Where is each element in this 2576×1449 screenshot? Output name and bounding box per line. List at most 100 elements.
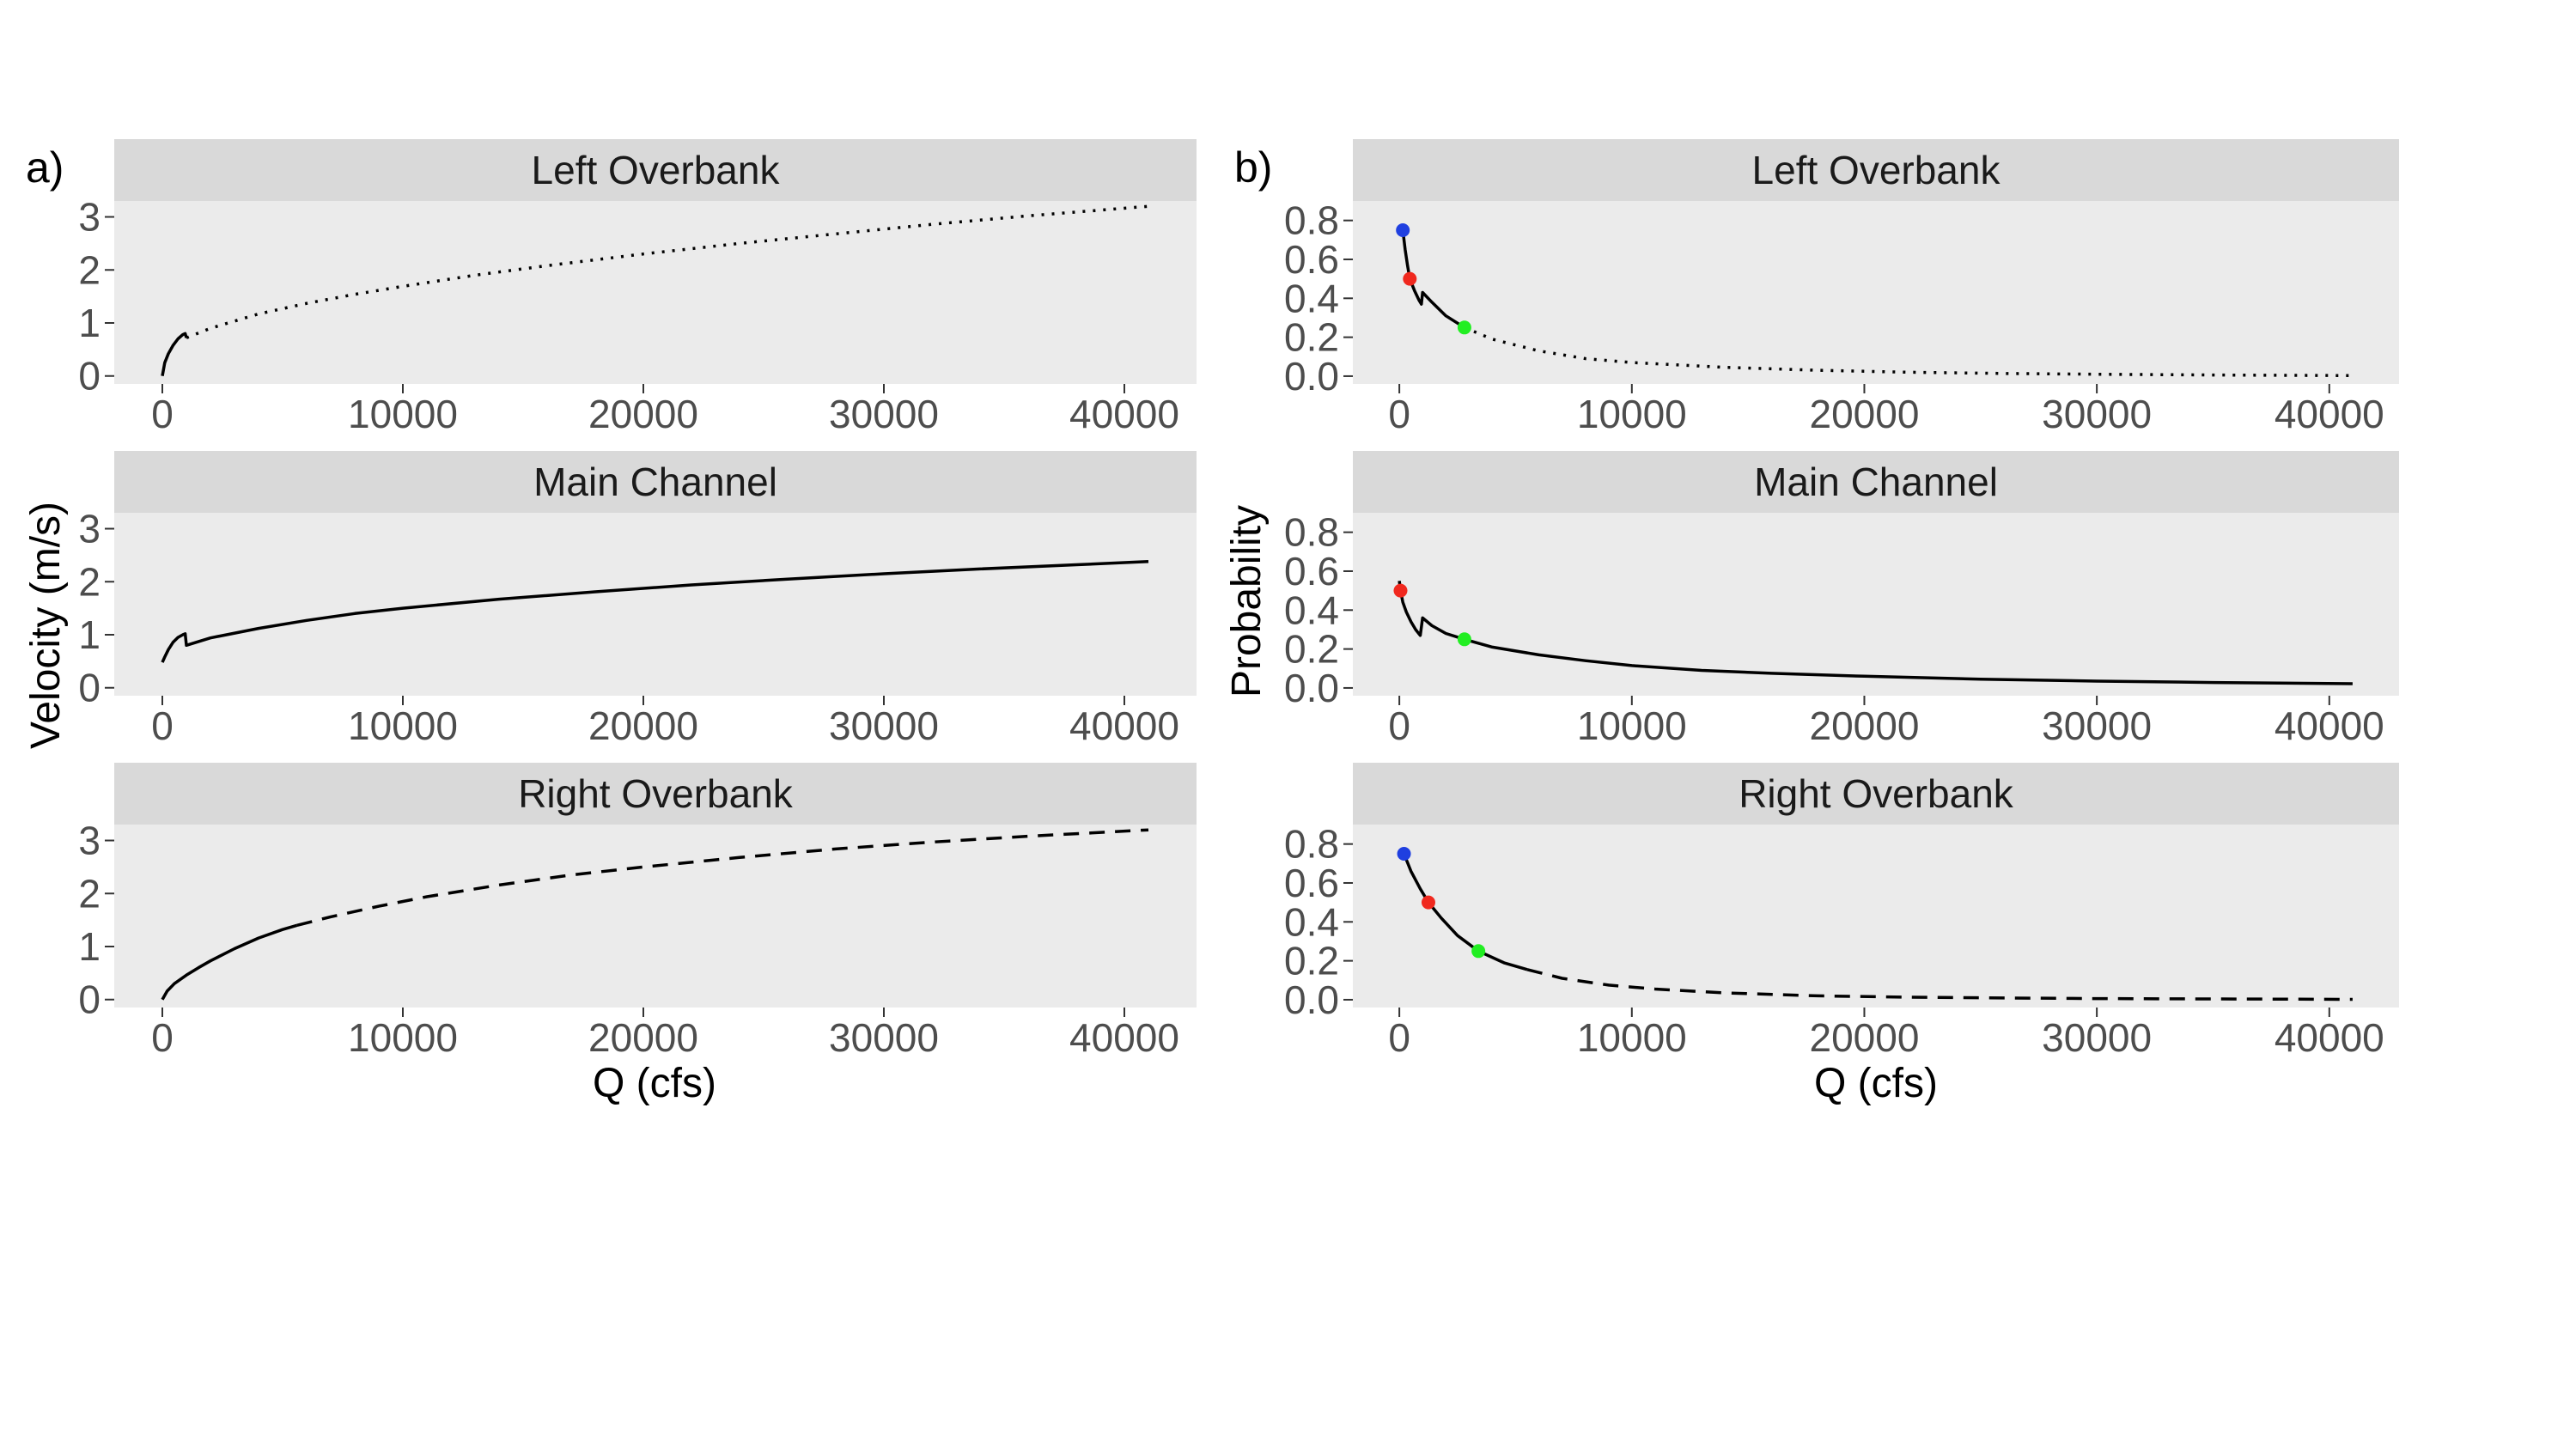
facet-panel: Left Overbank 0.00.20.40.60.8 0 10000 20000 3… bbox=[1284, 139, 2399, 436]
x-tick-label: 40000 bbox=[1069, 703, 1179, 748]
y-tick-label: 0.2 bbox=[1284, 315, 1339, 360]
y-tick-label: 0.2 bbox=[1284, 627, 1339, 672]
y-tick-label: 2 bbox=[78, 871, 100, 916]
plot-background bbox=[114, 201, 1197, 384]
x-tick-label: 0 bbox=[151, 703, 174, 748]
series-line-solid bbox=[161, 923, 298, 1001]
facet-panel: Left Overbank 0 1 2 3 0 10000 20000 30000 40000 bbox=[78, 139, 1197, 436]
x-tick-label: 30000 bbox=[829, 392, 939, 436]
y-tick-label: 1 bbox=[78, 301, 100, 345]
x-tick-label: 40000 bbox=[1069, 1015, 1179, 1060]
y-tick-label: 0 bbox=[78, 354, 100, 399]
highlight-point bbox=[1403, 271, 1417, 286]
facet-strip bbox=[114, 139, 1197, 201]
y-tick-label: 0.6 bbox=[1284, 237, 1339, 282]
y-tick-label: 0.0 bbox=[1284, 354, 1339, 399]
x-tick-label: 30000 bbox=[829, 703, 939, 748]
panel-tag-b: b) bbox=[1234, 143, 1272, 192]
y-tick-label: 0.8 bbox=[1284, 198, 1339, 243]
x-tick-label: 0 bbox=[151, 392, 174, 436]
facet-strip-label: Right Overbank bbox=[1739, 771, 2014, 816]
y-tick-label: 0.8 bbox=[1284, 510, 1339, 555]
x-tick-label: 30000 bbox=[2042, 1015, 2152, 1060]
x-tick-label: 10000 bbox=[1577, 1015, 1687, 1060]
right-x-axis-title: Q (cfs) bbox=[1814, 1061, 1938, 1106]
left-y-axis-title: Velocity (m/s) bbox=[23, 502, 69, 749]
facet-panel: Right Overbank 0 1 2 3 0 10000 20000 30000 40000 bbox=[78, 763, 1197, 1060]
highlight-point bbox=[1457, 320, 1471, 335]
left-x-axis-title: Q (cfs) bbox=[593, 1061, 716, 1106]
series-line-solid bbox=[1402, 853, 1528, 971]
highlight-point bbox=[1393, 583, 1408, 598]
plot-background bbox=[114, 513, 1197, 696]
highlight-point bbox=[1397, 846, 1411, 861]
x-tick-label: 40000 bbox=[2275, 1015, 2384, 1060]
series-line-dotted bbox=[186, 204, 1149, 339]
y-tick-label: 0.6 bbox=[1284, 861, 1339, 905]
plot-background bbox=[1353, 825, 2399, 1008]
facet-strip bbox=[1353, 139, 2399, 201]
facet-panel: Main Channel 0 1 2 3 0 10000 20000 30000 40000 bbox=[78, 451, 1197, 748]
x-tick-label: 30000 bbox=[829, 1015, 939, 1060]
facet-strip bbox=[1353, 763, 2399, 825]
y-tick-label: 2 bbox=[78, 559, 100, 604]
facet-strip-label: Right Overbank bbox=[518, 771, 794, 816]
panel-tag-a: a) bbox=[26, 143, 64, 192]
y-tick-label: 0.4 bbox=[1284, 276, 1339, 320]
y-tick-label: 0.8 bbox=[1284, 822, 1339, 867]
x-tick-label: 10000 bbox=[348, 392, 458, 436]
facet-strip-label: Left Overbank bbox=[532, 148, 781, 192]
x-tick-label: 40000 bbox=[2275, 392, 2384, 436]
x-tick-label: 30000 bbox=[2042, 392, 2152, 436]
x-tick-label: 10000 bbox=[1577, 703, 1687, 748]
right-y-axis-title: Probability bbox=[1224, 505, 1270, 697]
y-tick-label: 1 bbox=[78, 924, 100, 969]
plot-background bbox=[114, 825, 1197, 1008]
y-tick-label: 3 bbox=[78, 195, 100, 240]
x-tick-label: 0 bbox=[1388, 703, 1410, 748]
series-line-solid bbox=[1401, 229, 1465, 329]
y-tick-label: 0.0 bbox=[1284, 666, 1339, 710]
y-tick-label: 0.6 bbox=[1284, 549, 1339, 594]
x-tick-label: 0 bbox=[151, 1015, 174, 1060]
x-tick-label: 10000 bbox=[348, 1015, 458, 1060]
facet-strip-label: Left Overbank bbox=[1752, 148, 2001, 192]
x-tick-label: 0 bbox=[1388, 392, 1410, 436]
facet-strip-label: Main Channel bbox=[1754, 460, 1998, 504]
series-line-solid bbox=[1398, 581, 2353, 685]
y-tick-label: 0 bbox=[78, 666, 100, 710]
plot-background bbox=[1353, 201, 2399, 384]
y-tick-label: 0.0 bbox=[1284, 977, 1339, 1022]
highlight-point bbox=[1396, 222, 1410, 237]
y-tick-label: 1 bbox=[78, 612, 100, 657]
highlight-point bbox=[1457, 632, 1471, 647]
x-tick-label: 20000 bbox=[1810, 703, 1920, 748]
series-line-dashed bbox=[1526, 968, 2353, 1002]
series-line-dotted bbox=[1464, 326, 2353, 378]
x-tick-label: 20000 bbox=[588, 392, 698, 436]
y-tick-label: 0.4 bbox=[1284, 588, 1339, 632]
y-tick-label: 3 bbox=[78, 507, 100, 551]
facet-strip-label: Main Channel bbox=[533, 460, 777, 504]
highlight-point bbox=[1421, 895, 1435, 910]
x-tick-label: 40000 bbox=[1069, 392, 1179, 436]
facet-strip bbox=[114, 451, 1197, 513]
y-tick-label: 0 bbox=[78, 977, 100, 1022]
y-tick-label: 2 bbox=[78, 247, 100, 292]
facet-strip bbox=[114, 763, 1197, 825]
plot-background bbox=[1353, 513, 2399, 696]
y-tick-label: 0.4 bbox=[1284, 899, 1339, 944]
series-line-solid bbox=[161, 332, 188, 377]
series-line-dashed bbox=[296, 828, 1149, 927]
x-tick-label: 30000 bbox=[2042, 703, 2152, 748]
x-tick-label: 10000 bbox=[1577, 392, 1687, 436]
x-tick-label: 20000 bbox=[588, 703, 698, 748]
y-tick-label: 3 bbox=[78, 819, 100, 863]
x-tick-label: 10000 bbox=[348, 703, 458, 748]
x-tick-label: 0 bbox=[1388, 1015, 1410, 1060]
x-tick-label: 20000 bbox=[1810, 1015, 1920, 1060]
x-tick-label: 20000 bbox=[588, 1015, 698, 1060]
x-tick-label: 20000 bbox=[1810, 392, 1920, 436]
